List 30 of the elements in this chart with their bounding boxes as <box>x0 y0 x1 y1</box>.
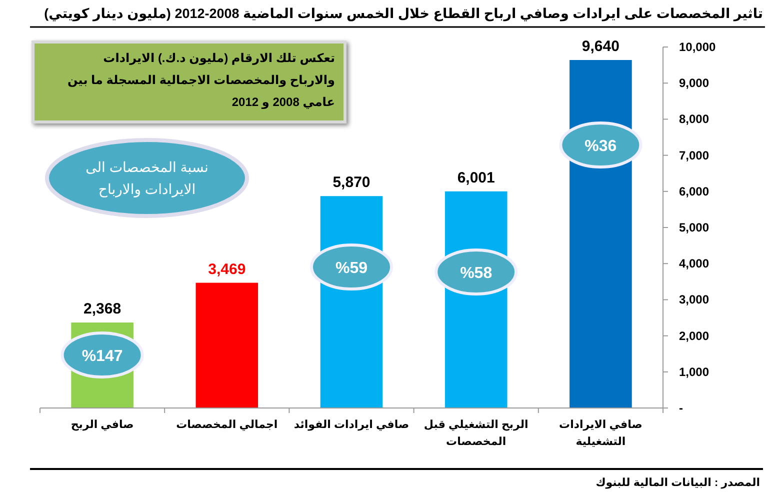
data-label: 3,469 <box>208 260 246 278</box>
annotation: %36 <box>584 138 617 155</box>
y-tick-label: 1,000 <box>679 364 710 379</box>
y-tick-label: 2,000 <box>679 328 710 343</box>
y-tick-label: 9,000 <box>679 76 710 90</box>
bar <box>196 282 258 408</box>
y-tick-label: 10,000 <box>679 40 716 54</box>
x-tick-label: الربح التشغيلي قبل المخصصات <box>424 419 528 448</box>
annotation: %58 <box>460 265 492 282</box>
y-tick-label: - <box>679 401 683 415</box>
x-tick-label: صافي ايرادات الفوائد <box>294 419 410 431</box>
data-label: 9,640 <box>582 38 620 55</box>
data-label: 6,001 <box>457 169 495 186</box>
y-tick-label: 3,000 <box>679 292 710 307</box>
x-tick-label: صافي الايرادات التشغيلية <box>559 419 642 448</box>
y-tick-label: 8,000 <box>679 112 710 126</box>
y-tick-label: 4,000 <box>679 256 710 271</box>
annotation: %147 <box>82 348 123 365</box>
text: المصدر : البيانات المالية للبنوك <box>596 477 760 489</box>
y-tick-label: 7,000 <box>679 148 710 162</box>
data-label: 5,870 <box>332 174 370 192</box>
data-label: 2,368 <box>84 300 122 318</box>
annotation: تعكس تلك الارقام (مليون د.ك.) الايرادات والارباح والمخصصات الاجمالية المسجلة ما بين عامي 2008 و 2012 <box>68 51 335 109</box>
x-tick-label: صافي الربح <box>70 419 134 431</box>
chart-title: تاثير المخصصات على ايرادات وصافي ارباح القطاع خلال الخمس سنوات الماضية 2008-2012 (مليون دينار كويتي) <box>44 6 763 22</box>
annotation: نسبة المخصصات الى الايرادات والارباح <box>86 159 208 198</box>
annotation: %59 <box>335 260 368 277</box>
x-tick-label: اجمالي المخصصات <box>176 419 278 431</box>
y-tick-label: 6,000 <box>679 184 710 198</box>
y-tick-label: 5,000 <box>679 220 710 234</box>
